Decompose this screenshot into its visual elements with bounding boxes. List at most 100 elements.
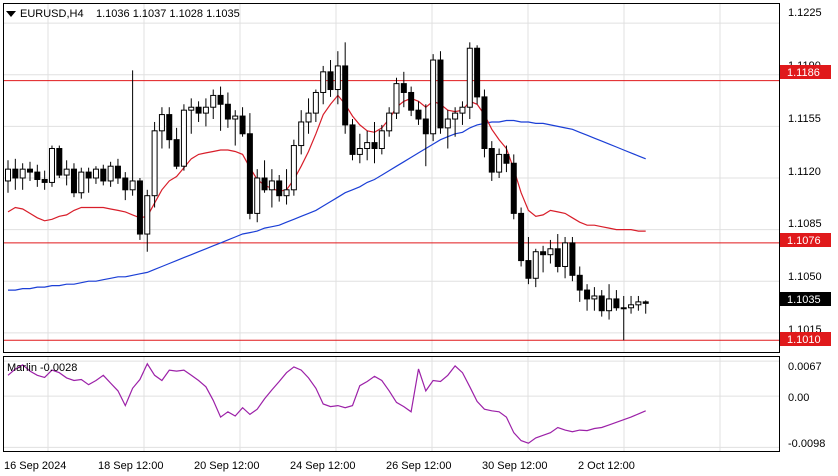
bull-candle bbox=[232, 115, 239, 120]
bull-candle bbox=[305, 112, 312, 123]
time-tick: 2 Oct 12:00 bbox=[578, 460, 635, 472]
bull-candle bbox=[320, 71, 327, 93]
bear-candle bbox=[503, 153, 510, 164]
bear-candle bbox=[246, 133, 253, 214]
bear-candle bbox=[481, 96, 488, 150]
bull-candle bbox=[452, 112, 459, 120]
bear-candle bbox=[224, 103, 231, 120]
bear-candle bbox=[437, 59, 444, 129]
bear-candle bbox=[12, 168, 19, 179]
bull-candle bbox=[144, 195, 151, 235]
bear-candle bbox=[408, 91, 415, 111]
bear-candle bbox=[26, 168, 33, 173]
bear-candle bbox=[349, 124, 356, 155]
bull-candle bbox=[151, 130, 158, 197]
bear-candle bbox=[85, 171, 92, 179]
bear-candle bbox=[136, 180, 143, 235]
bull-candle bbox=[298, 121, 305, 147]
price-tick: 1.1225 bbox=[788, 7, 822, 19]
bull-candle bbox=[268, 180, 275, 191]
bull-candle bbox=[254, 177, 261, 214]
indicator-pane[interactable] bbox=[3, 356, 780, 452]
bull-candle bbox=[158, 114, 165, 132]
indicator-axis: 0.0067 0.00 -0.0098 bbox=[788, 361, 825, 450]
bull-candle bbox=[202, 106, 209, 114]
bull-candle bbox=[364, 142, 371, 150]
bull-candle bbox=[532, 251, 539, 279]
bull-candle bbox=[290, 145, 297, 191]
bull-candle bbox=[356, 148, 363, 155]
bull-candle bbox=[19, 168, 26, 179]
price-tick: 1.1085 bbox=[788, 218, 822, 230]
indicator-label: Marlin -0.0028 bbox=[7, 362, 77, 374]
bear-candle bbox=[195, 106, 202, 114]
bear-candle bbox=[576, 274, 583, 291]
horizontal-levels bbox=[4, 80, 779, 341]
time-tick: 16 Sep 2024 bbox=[4, 460, 66, 472]
indicator-tick: -0.0098 bbox=[788, 438, 825, 450]
bull-candle bbox=[466, 47, 473, 108]
bull-candle bbox=[591, 295, 598, 300]
level-tag-1010 bbox=[780, 332, 831, 346]
bull-candle bbox=[459, 106, 466, 114]
bear-candle bbox=[613, 298, 620, 309]
price-tick: 1.1155 bbox=[788, 113, 821, 125]
bear-candle bbox=[415, 109, 422, 120]
bull-candle bbox=[635, 301, 642, 306]
bear-candle bbox=[166, 114, 173, 141]
price-tick: 1.1120 bbox=[788, 166, 821, 178]
bear-candle bbox=[114, 165, 121, 179]
bear-candle bbox=[488, 148, 495, 173]
ohlc-values: 1.1036 1.1037 1.1028 1.1035 bbox=[96, 8, 240, 20]
bull-candle bbox=[92, 168, 99, 179]
price-tick: 1.1050 bbox=[788, 271, 822, 283]
fast-ma-line bbox=[7, 94, 646, 232]
bear-candle bbox=[34, 171, 41, 180]
bear-candle bbox=[554, 248, 561, 267]
bull-candle bbox=[312, 91, 319, 114]
current-price-tag bbox=[780, 292, 831, 306]
bull-candle bbox=[63, 168, 70, 176]
oscillator-line bbox=[7, 362, 646, 444]
bull-candle bbox=[5, 168, 11, 182]
symbol-timeframe: EURUSD,H4 bbox=[20, 8, 84, 20]
level-label: 1.1076 bbox=[787, 235, 821, 247]
bull-candle bbox=[386, 112, 393, 132]
bull-candle bbox=[606, 298, 613, 312]
bear-candle bbox=[327, 71, 334, 91]
bear-candle bbox=[70, 168, 77, 194]
bear-candle bbox=[173, 139, 180, 167]
bull-candle bbox=[444, 118, 451, 129]
time-tick: 24 Sep 12:00 bbox=[290, 460, 355, 472]
bear-candle bbox=[342, 65, 349, 126]
slow-ma-line bbox=[8, 119, 646, 291]
bear-candle bbox=[56, 148, 63, 176]
oscillator-line bbox=[7, 362, 646, 444]
bear-candle bbox=[598, 295, 605, 312]
indicator-tick: 0.00 bbox=[788, 392, 809, 404]
bear-candle bbox=[510, 162, 517, 214]
bear-candle bbox=[518, 212, 525, 262]
indicator-tick: 0.0067 bbox=[788, 361, 822, 373]
bull-candle bbox=[496, 153, 503, 173]
bull-candle bbox=[378, 130, 385, 150]
bull-candle bbox=[129, 180, 136, 191]
bear-candle bbox=[239, 115, 246, 135]
bull-candle bbox=[78, 171, 85, 194]
grid-lines bbox=[4, 4, 779, 451]
bear-candle bbox=[584, 289, 591, 300]
moving-averages bbox=[7, 94, 646, 291]
level-label: 1.1186 bbox=[787, 67, 820, 79]
bull-candle bbox=[430, 59, 437, 135]
bull-candle bbox=[628, 304, 635, 309]
time-axis: 16 Sep 2024 18 Sep 12:00 20 Sep 12:00 24… bbox=[4, 460, 635, 472]
bull-candle bbox=[283, 189, 290, 197]
dropdown-arrow-icon[interactable] bbox=[6, 11, 16, 17]
bull-candle bbox=[180, 109, 187, 167]
bear-candle bbox=[569, 242, 576, 276]
level-label: 1.1010 bbox=[787, 334, 821, 346]
bull-candle bbox=[334, 65, 341, 91]
bear-candle bbox=[276, 180, 283, 197]
bear-candle bbox=[525, 260, 532, 279]
